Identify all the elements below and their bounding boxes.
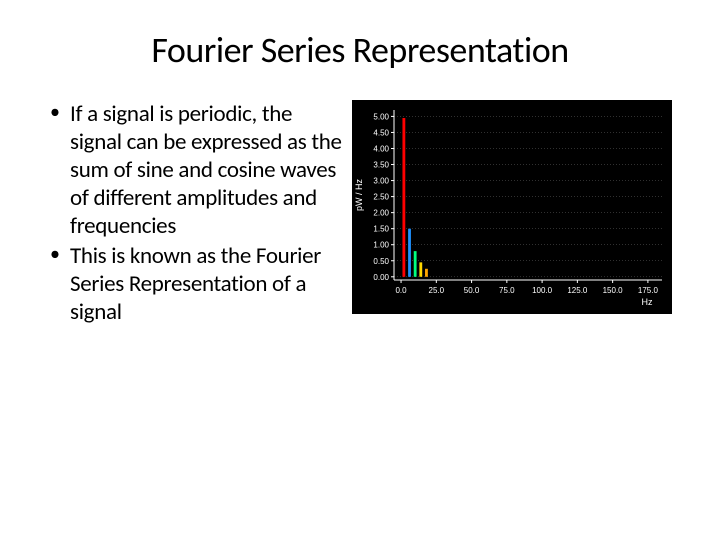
svg-text:pW / Hz: pW / Hz [354,179,364,212]
svg-text:150.0: 150.0 [603,286,624,295]
svg-text:1.00: 1.00 [373,241,389,250]
spectrum-chart: 0.00 0.50 1.00 1.50 2.00 2.50 3.00 3.50 4.00 4.50… [352,100,672,314]
svg-text:0.0: 0.0 [395,286,407,295]
svg-text:4.50: 4.50 [373,128,389,137]
svg-text:3.50: 3.50 [373,161,389,170]
chart-column: 0.00 0.50 1.00 1.50 2.00 2.50 3.00 3.50 4.00 4.50… [352,100,672,328]
svg-text:1.50: 1.50 [373,225,389,234]
svg-text:0.00: 0.00 [373,273,389,282]
content-row: If a signal is periodic, the signal can … [48,100,672,328]
svg-text:2.50: 2.50 [373,193,389,202]
svg-text:2.00: 2.00 [373,209,389,218]
svg-text:Hz: Hz [642,297,653,307]
bullet-item: If a signal is periodic, the signal can … [70,100,344,240]
chart-svg: 0.00 0.50 1.00 1.50 2.00 2.50 3.00 3.50 4.00 4.50… [352,100,672,314]
svg-text:125.0: 125.0 [567,286,588,295]
svg-text:50.0: 50.0 [464,286,480,295]
svg-text:4.00: 4.00 [373,144,389,153]
page-title: Fourier Series Representation [48,28,672,72]
bullet-item: This is known as the Fourier Series Repr… [70,242,344,326]
bullet-list: If a signal is periodic, the signal can … [70,100,344,326]
text-column: If a signal is periodic, the signal can … [48,100,344,328]
svg-text:75.0: 75.0 [499,286,515,295]
svg-text:3.00: 3.00 [373,177,389,186]
slide: Fourier Series Representation If a signa… [0,0,720,540]
svg-text:5.00: 5.00 [373,112,389,121]
svg-text:100.0: 100.0 [532,286,553,295]
svg-text:175.0: 175.0 [638,286,659,295]
svg-text:25.0: 25.0 [429,286,445,295]
svg-text:0.50: 0.50 [373,257,389,266]
